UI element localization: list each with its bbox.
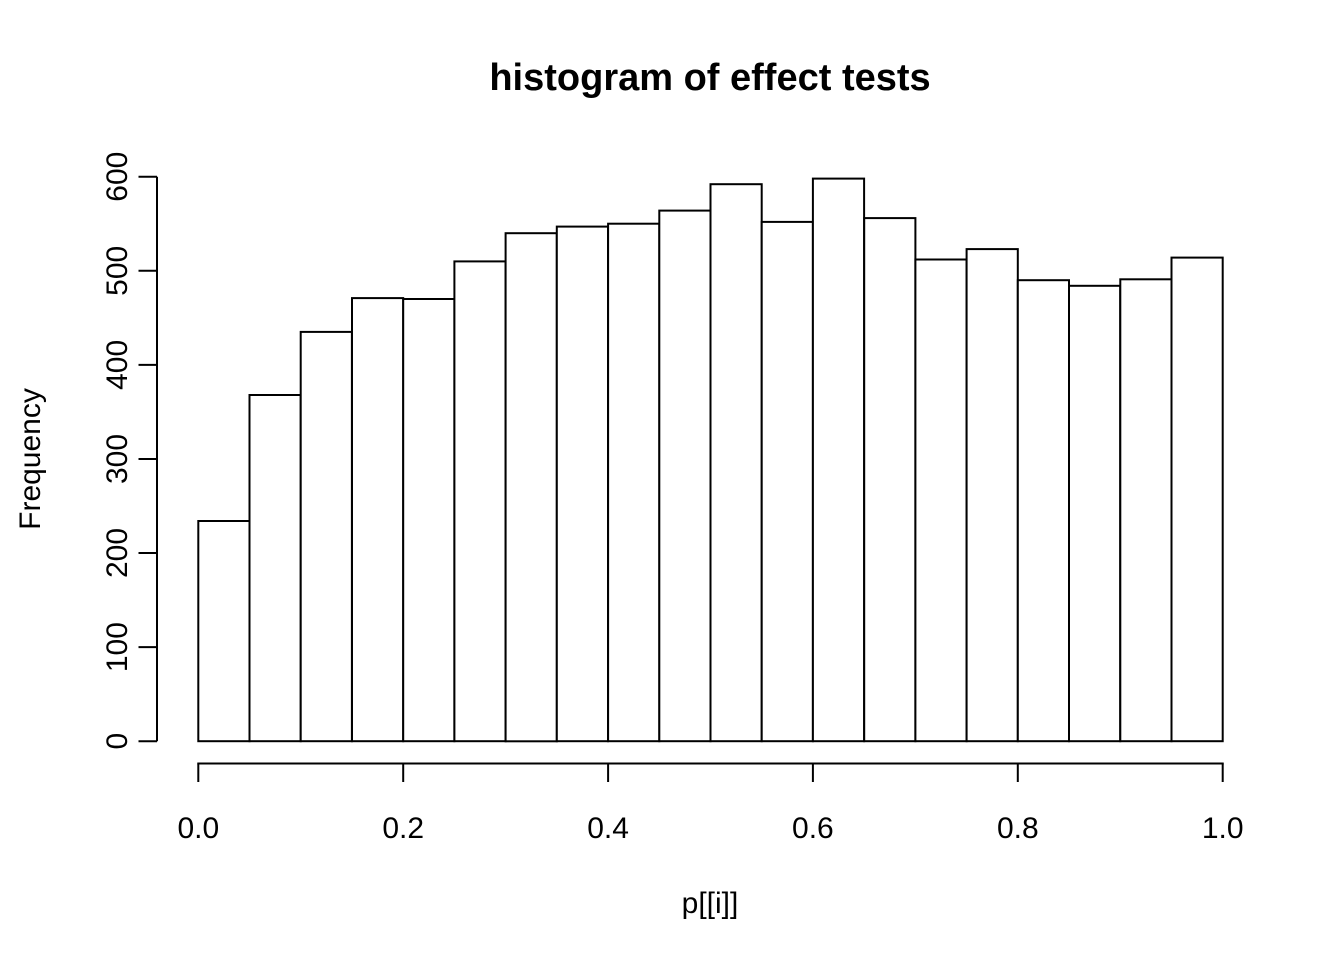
histogram-bar — [351, 297, 405, 743]
y-tick-label: 200 — [101, 528, 134, 578]
histogram-bar — [1170, 256, 1224, 743]
x-tick-label: 0.0 — [177, 812, 219, 845]
histogram-bar — [811, 177, 866, 743]
histogram-bar — [1119, 278, 1173, 743]
histogram-bar — [555, 225, 609, 743]
y-tick-label: 400 — [101, 340, 134, 390]
y-tick-label: 300 — [101, 434, 134, 484]
histogram-bar — [248, 394, 302, 743]
histogram-bar — [607, 222, 661, 743]
x-axis-label: p[[i]] — [681, 887, 739, 920]
x-tick-label: 0.6 — [792, 812, 834, 845]
y-tick-label: 100 — [101, 622, 134, 672]
histogram-bar — [965, 248, 1019, 743]
histogram-bar — [914, 258, 968, 743]
histogram-bar — [863, 217, 917, 743]
x-tick-label: 0.2 — [382, 812, 424, 845]
histogram-bar — [709, 183, 763, 743]
chart-title: histogram of effect tests — [489, 57, 931, 99]
histogram-bar — [453, 260, 507, 743]
histogram-bar — [760, 220, 814, 743]
histogram-bar — [1068, 284, 1122, 743]
histogram-bar — [1016, 279, 1070, 743]
histogram-bar — [658, 209, 712, 743]
histogram-bar — [504, 232, 558, 743]
histogram-bar — [299, 330, 353, 743]
y-tick-label: 0 — [101, 733, 134, 750]
x-tick-label: 0.4 — [587, 812, 629, 845]
x-tick-label: 0.8 — [997, 812, 1039, 845]
histogram-bar — [402, 298, 456, 743]
histogram-bar — [197, 520, 251, 743]
y-tick-label: 600 — [101, 152, 134, 202]
y-tick-label: 500 — [101, 246, 134, 296]
x-tick-label: 1.0 — [1202, 812, 1244, 845]
